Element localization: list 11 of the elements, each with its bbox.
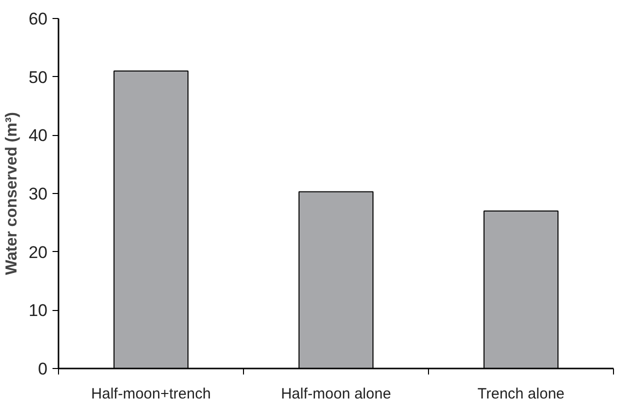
y-tick-label: 20	[28, 242, 48, 262]
y-tick-label: 60	[28, 10, 48, 28]
y-tick-label: 30	[28, 184, 48, 204]
y-tick-label: 50	[28, 68, 48, 87]
y-axis-title: Water conserved (m³)	[4, 112, 21, 275]
x-tick-label: Trench alone	[478, 386, 564, 402]
y-tick-label: 10	[28, 301, 48, 320]
x-tick-label: Half-moon alone	[280, 386, 392, 402]
x-tick-label: Half-moon+trench	[91, 386, 211, 402]
y-tick-label: 0	[38, 360, 48, 378]
y-tick-label: 40	[28, 126, 48, 146]
